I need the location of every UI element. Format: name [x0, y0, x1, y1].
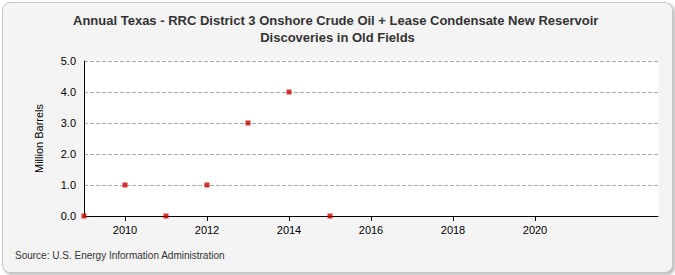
- svg-text:Million Barrels: Million Barrels: [33, 103, 45, 173]
- svg-text:Source: U.S. Energy Informatio: Source: U.S. Energy Information Administ…: [15, 250, 225, 261]
- svg-text:3.0: 3.0: [61, 117, 76, 129]
- svg-text:2016: 2016: [359, 224, 383, 236]
- svg-text:2012: 2012: [195, 224, 219, 236]
- svg-text:2014: 2014: [277, 224, 301, 236]
- svg-text:5.0: 5.0: [61, 55, 76, 67]
- svg-text:2018: 2018: [441, 224, 465, 236]
- svg-text:2020: 2020: [523, 224, 547, 236]
- svg-text:2.0: 2.0: [61, 148, 76, 160]
- svg-text:0.0: 0.0: [61, 210, 76, 222]
- svg-text:1.0: 1.0: [61, 179, 76, 191]
- svg-text:4.0: 4.0: [61, 86, 76, 98]
- svg-text:Discoveries in Old Fields: Discoveries in Old Fields: [260, 30, 415, 45]
- svg-text:2010: 2010: [113, 224, 137, 236]
- svg-text:Annual Texas - RRC District 3: Annual Texas - RRC District 3 Onshore Cr…: [73, 13, 602, 28]
